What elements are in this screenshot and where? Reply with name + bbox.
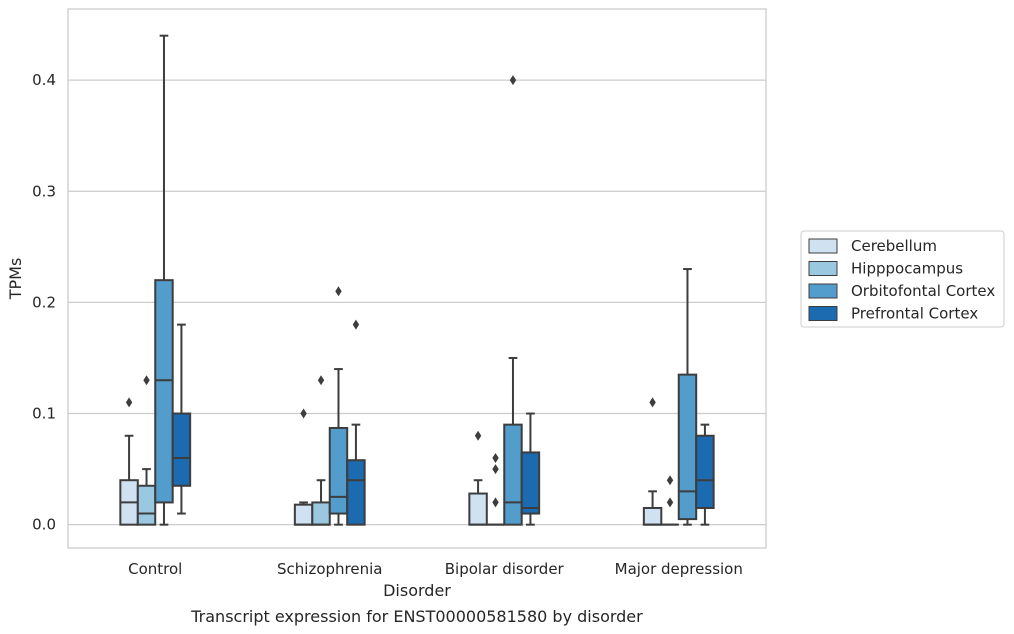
box-hipppocampus bbox=[136, 375, 157, 526]
y-axis-title: TPMs bbox=[6, 258, 25, 301]
box-prefrontal-cortex bbox=[520, 412, 541, 526]
box-orbitofontal-cortex bbox=[154, 34, 174, 526]
box-orbitofontal-cortex bbox=[677, 268, 698, 526]
outlier-point bbox=[509, 75, 517, 86]
outlier-point bbox=[352, 319, 360, 330]
box-cerebellum bbox=[468, 430, 488, 526]
legend-swatch bbox=[808, 261, 838, 276]
outlier-point bbox=[474, 430, 482, 441]
box-body bbox=[520, 451, 541, 515]
x-tick-label: Bipolar disorder bbox=[445, 560, 565, 578]
x-tick-labels: Control Schizophrenia Bipolar disorder Majo… bbox=[128, 560, 743, 578]
legend-item: Orbitofontal Cortex bbox=[808, 282, 995, 300]
legend-label: Orbitofontal Cortex bbox=[851, 282, 995, 300]
box-orbitofontal-cortex bbox=[328, 286, 349, 526]
y-tick-label: 0.2 bbox=[32, 293, 56, 311]
y-tick-labels: 0.0 0.1 0.2 0.3 0.4 bbox=[32, 71, 56, 534]
legend-frame bbox=[800, 230, 1005, 328]
box-hipppocampus bbox=[311, 375, 331, 526]
box-body bbox=[293, 503, 314, 526]
outlier-point bbox=[666, 475, 674, 486]
box-body bbox=[136, 484, 157, 526]
legend-item: Hipppocampus bbox=[808, 260, 963, 278]
box-body bbox=[503, 423, 523, 526]
box-body bbox=[328, 426, 349, 515]
box-hipppocampus bbox=[486, 452, 505, 526]
outlier-point bbox=[492, 464, 499, 475]
box-body bbox=[154, 279, 174, 504]
plot-frame bbox=[67, 8, 767, 549]
box-body bbox=[171, 412, 192, 487]
box-body bbox=[468, 492, 488, 526]
legend-item: Prefrontal Cortex bbox=[808, 305, 978, 323]
legend-swatch bbox=[808, 306, 838, 321]
box-prefrontal-cortex bbox=[346, 319, 366, 526]
box-cerebellum bbox=[293, 408, 314, 526]
y-tick-label: 0.3 bbox=[32, 182, 56, 200]
legend-label: Hipppocampus bbox=[851, 260, 963, 278]
y-tick-label: 0.1 bbox=[32, 405, 56, 423]
box-body bbox=[642, 506, 663, 526]
x-tick-label: Schizophrenia bbox=[277, 560, 382, 578]
x-tick-label: Major depression bbox=[615, 560, 743, 578]
box-body bbox=[695, 434, 715, 509]
y-tick-label: 0.0 bbox=[32, 516, 56, 534]
box-body bbox=[311, 501, 331, 526]
box-prefrontal-cortex bbox=[171, 323, 192, 515]
outlier-point bbox=[335, 286, 342, 297]
box-body bbox=[677, 373, 698, 521]
box-hipppocampus bbox=[661, 475, 679, 526]
x-tick-label: Control bbox=[128, 560, 182, 578]
legend-label: Cerebellum bbox=[851, 237, 937, 255]
outlier-point bbox=[300, 408, 307, 419]
box-cerebellum bbox=[642, 397, 663, 526]
box-body bbox=[346, 459, 366, 526]
x-axis-title: Disorder bbox=[383, 581, 451, 600]
box-prefrontal-cortex bbox=[695, 423, 715, 526]
outlier-point bbox=[143, 375, 150, 386]
outlier-point bbox=[317, 375, 325, 386]
legend: Cerebellum Hipppocampus Orbitofontal Corte… bbox=[800, 230, 1005, 328]
box-orbitofontal-cortex bbox=[503, 75, 523, 526]
outlier-point bbox=[666, 497, 674, 508]
outlier-point bbox=[492, 497, 499, 508]
boxes bbox=[119, 34, 715, 526]
legend-label: Prefrontal Cortex bbox=[851, 305, 978, 323]
legend-swatch bbox=[808, 238, 838, 254]
box-cerebellum bbox=[119, 397, 139, 526]
outlier-point bbox=[649, 397, 656, 408]
outlier-point bbox=[492, 452, 499, 463]
legend-item: Cerebellum bbox=[808, 237, 937, 255]
outlier-point bbox=[125, 397, 133, 408]
legend-swatch bbox=[808, 283, 838, 299]
chart-caption: Transcript expression for ENST0000058158… bbox=[190, 607, 643, 626]
y-tick-label: 0.4 bbox=[32, 71, 56, 89]
